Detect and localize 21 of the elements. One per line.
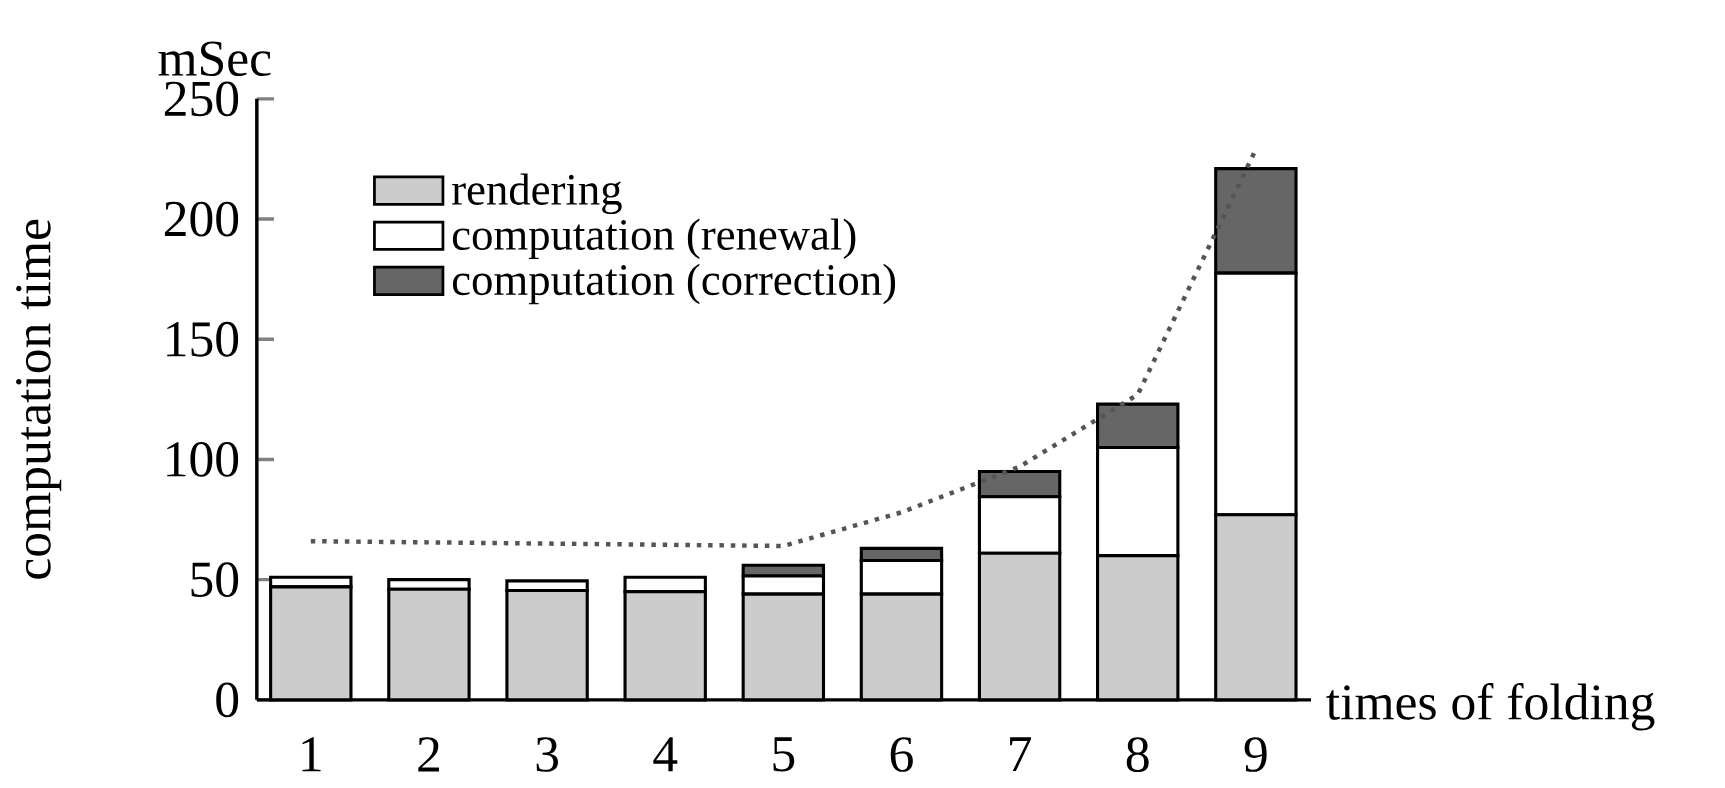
y-tick-label: 150 (167, 321, 239, 357)
x-tick-label: 3 (536, 737, 558, 772)
x-tick-label: 2 (418, 737, 439, 772)
x-tick-label: 7 (1010, 737, 1031, 771)
x-tick-label: 8 (1126, 737, 1149, 772)
y-tick-label: 250 (164, 81, 239, 117)
text: mSec (158, 41, 271, 77)
x-tick-label: 5 (773, 737, 795, 772)
legend-label: rendering (452, 173, 622, 215)
y-tick-label: 50 (191, 562, 239, 597)
y-tick-label: 100 (167, 442, 239, 477)
x-tick-label: 1 (302, 737, 321, 772)
x-tick-label: 9 (1244, 737, 1267, 772)
legend-label: computation (correction) (452, 263, 896, 305)
x-tick-label: 4 (653, 737, 678, 772)
y-tick-label: 0 (216, 682, 239, 718)
y-axis-title: computation time (16, 219, 62, 579)
y-tick-label: 200 (164, 201, 239, 237)
x-tick-label: 6 (890, 737, 913, 772)
legend-label: computation (renewal) (452, 218, 856, 260)
x-axis-title: times of folding (1326, 682, 1655, 731)
